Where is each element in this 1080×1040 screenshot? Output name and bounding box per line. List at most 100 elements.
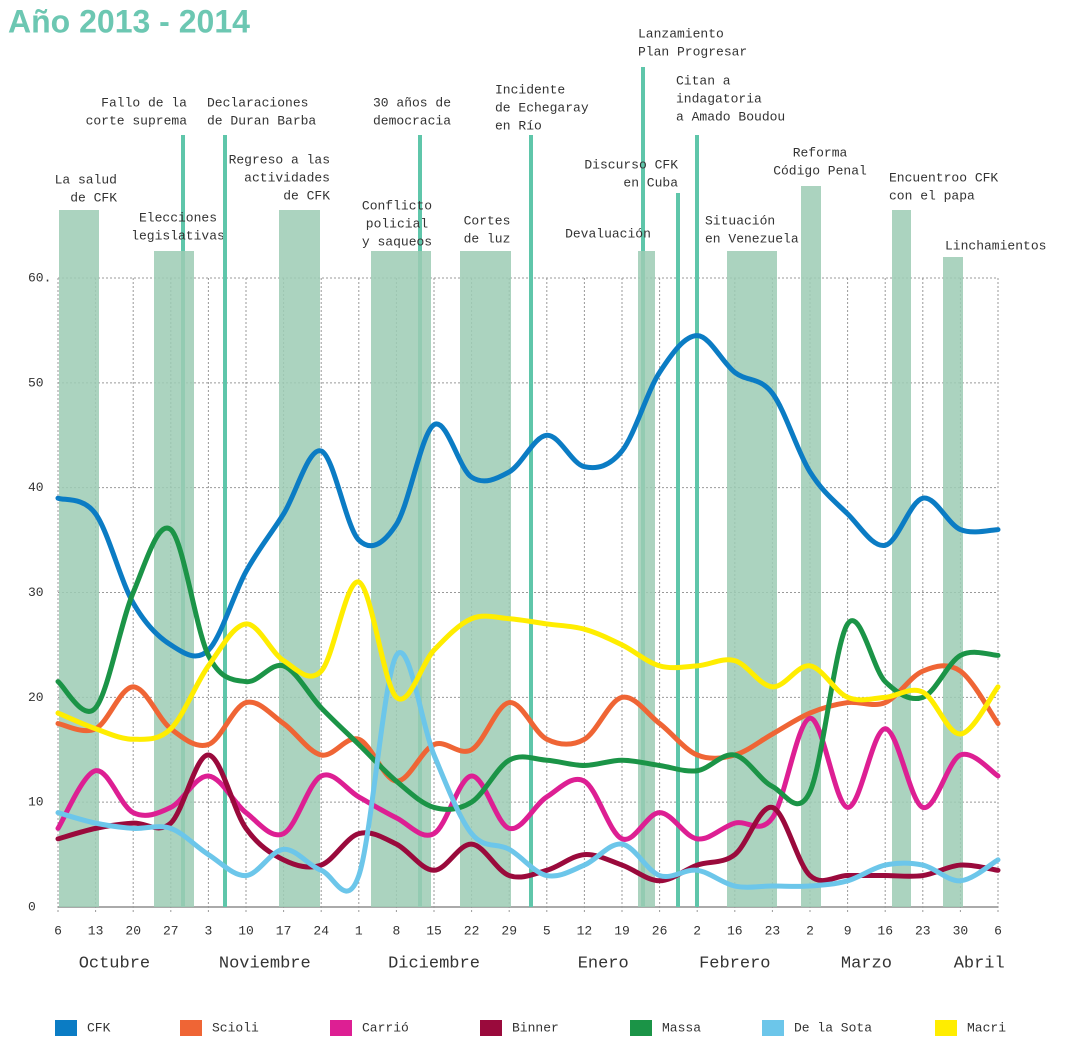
series-line [55,715,1001,842]
x-tick-label: 6 [994,923,1002,938]
legend-swatch [180,1020,202,1036]
event-label: a Amado Boudou [676,109,785,124]
event-label: con el papa [889,188,975,203]
event-label: Situación [705,213,775,228]
month-label: Noviembre [219,954,311,973]
legend-swatch [330,1020,352,1036]
legend-label: Scioli [212,1020,259,1035]
event-label: Elecciones [139,210,217,225]
y-tick-label: 10 [28,795,44,810]
x-tick-label: 29 [501,923,517,938]
event-label: Discurso CFK [584,157,678,172]
event-label: Linchamientos [945,238,1046,253]
event-line [676,193,680,907]
x-tick-label: 23 [765,923,781,938]
legend-swatch [630,1020,652,1036]
x-tick-label: 15 [426,923,442,938]
event-label: de Duran Barba [207,113,316,128]
series-line [55,579,1001,742]
event-label: La salud [55,172,117,187]
x-tick-label: 23 [915,923,931,938]
event-label: Plan Progresar [638,44,747,59]
event-label: Código Penal [773,163,867,178]
month-label: Febrero [699,954,770,973]
event-label: legislativas [131,228,225,243]
series-line [55,650,1001,894]
event-line [695,135,699,907]
event-line [223,135,227,907]
x-tick-label: 9 [844,923,852,938]
legend-label: Macri [967,1020,1006,1035]
event-label: Cortes [464,213,511,228]
y-tick-label: 50 [28,375,44,390]
legend-swatch [935,1020,957,1036]
legend-label: CFK [87,1020,111,1035]
event-label: Regreso a las [229,152,330,167]
event-bar [892,210,911,907]
series-line [55,525,1001,812]
event-label: de Echegaray [495,100,589,115]
event-bar [638,251,655,907]
event-label: Fallo de la [101,95,187,110]
y-tick-label: 0 [28,899,36,914]
legend-swatch [762,1020,784,1036]
x-tick-label: 16 [727,923,743,938]
event-label: de CFK [283,188,330,203]
event-label: actividades [244,170,330,185]
x-tick-label: 8 [392,923,400,938]
event-label: policial [366,216,429,231]
legend-swatch [480,1020,502,1036]
x-tick-label: 2 [693,923,701,938]
event-label: de luz [464,231,511,246]
x-tick-label: 3 [204,923,212,938]
event-bar [943,257,963,907]
y-tick-label: 40 [28,480,44,495]
event-label: Conflicto [362,198,432,213]
x-tick-label: 2 [806,923,814,938]
event-label: Citan a [676,73,731,88]
event-label: Devaluación [565,226,651,241]
x-tick-label: 10 [238,923,254,938]
event-bar [727,251,777,907]
event-bar [279,210,320,907]
month-label: Diciembre [388,954,480,973]
event-label: Declaraciones [207,95,308,110]
x-tick-label: 5 [543,923,551,938]
month-label: Enero [578,954,629,973]
event-label: 30 años de [373,95,451,110]
month-label: Abril [954,954,1005,973]
event-label: en Venezuela [705,231,799,246]
event-label: en Cuba [623,175,678,190]
x-tick-label: 16 [877,923,893,938]
event-label: democracia [373,113,451,128]
event-bar [460,251,511,907]
event-label: Lanzamiento [638,26,724,41]
month-label: Octubre [79,954,150,973]
series-line [55,752,1001,884]
x-tick-label: 12 [577,923,593,938]
event-label: de CFK [70,190,117,205]
event-label: en Río [495,118,542,133]
event-label: Encuentroo CFK [889,170,998,185]
legend-label: Carrió [362,1020,409,1035]
event-line [529,135,533,907]
event-bar [371,251,431,907]
x-tick-label: 6 [54,923,62,938]
x-tick-label: 17 [276,923,292,938]
event-label: corte suprema [86,113,188,128]
x-tick-label: 13 [88,923,104,938]
event-label: indagatoria [676,91,762,106]
y-tick-label: 20 [28,690,44,705]
series-line [55,663,1001,784]
series-line [55,333,1001,659]
legend-label: Binner [512,1020,559,1035]
y-tick-label: 60. [28,270,51,285]
x-tick-label: 27 [163,923,179,938]
event-label: Reforma [793,145,848,160]
legend-label: De la Sota [794,1020,872,1035]
legend-swatch [55,1020,77,1036]
event-label: y saqueos [362,234,432,249]
x-tick-label: 1 [355,923,363,938]
chart-title: Año 2013 - 2014 [8,3,250,39]
